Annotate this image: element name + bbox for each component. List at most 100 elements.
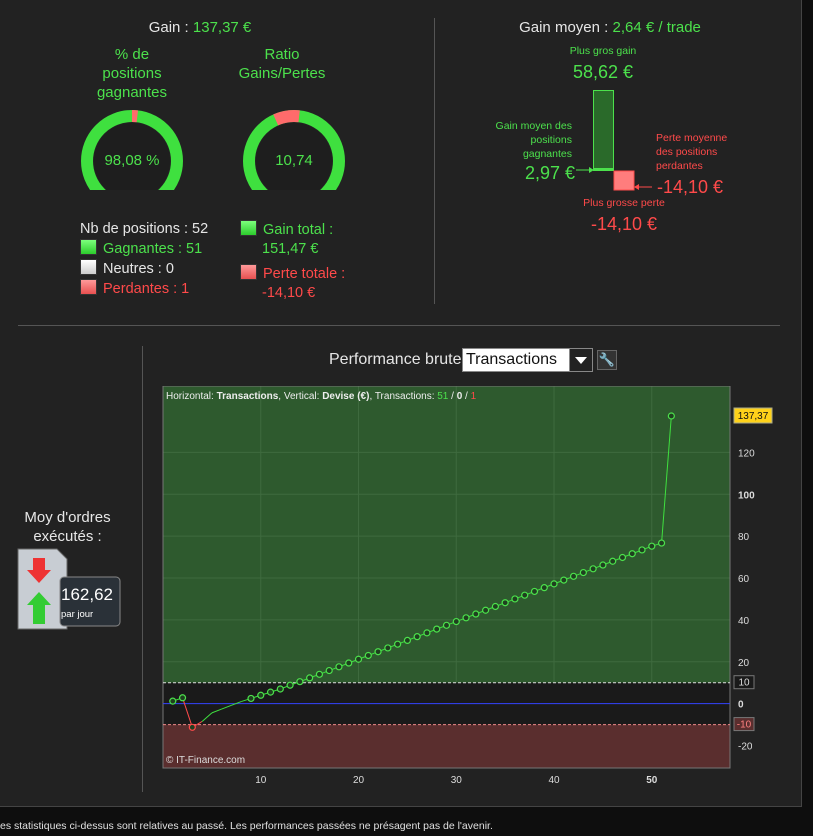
data-point [472, 610, 480, 618]
data-point [188, 723, 196, 731]
plot-frame [162, 386, 731, 769]
data-point [482, 606, 490, 614]
data-point [657, 539, 666, 547]
data-point [364, 651, 372, 660]
data-point [550, 580, 558, 588]
data-point [638, 546, 646, 554]
y-tick-label: 40 [738, 616, 750, 627]
data-point [374, 648, 382, 656]
series-segment [182, 697, 193, 728]
orders-title-line: exécutés : [33, 528, 102, 545]
chart-header: Horizontal: Transactions, Vertical: Devi… [166, 391, 477, 402]
chart-watermark: © IT-Finance.com [166, 755, 245, 766]
positions-losers: Perdantes : 1 [80, 279, 208, 299]
data-point [276, 685, 284, 693]
data-point [648, 542, 656, 550]
x-tick-label: 10 [255, 775, 267, 786]
chart-series [169, 412, 675, 731]
data-point [433, 625, 441, 633]
orders-title: Moy d'ordres exécutés : [10, 508, 125, 546]
data-point [325, 666, 333, 675]
total-gain-value: 151,47 € [262, 241, 319, 257]
data-point [384, 644, 392, 652]
footer-disclaimer: es statistiques ci-dessus sont relatives… [0, 820, 493, 832]
chevron-down-icon[interactable] [569, 349, 592, 371]
orders-unit: par jour [61, 609, 94, 620]
avg-loss-label-line: perdantes [656, 160, 703, 172]
positions-neutral: Neutres : 0 [80, 259, 208, 279]
data-point [286, 681, 294, 689]
data-point [169, 697, 177, 705]
avg-gain-summary: Gain moyen : 2,64 € / trade [500, 19, 720, 36]
last-value-box [733, 407, 773, 424]
plot-area-negative [163, 724, 730, 768]
x-tick-label: 50 [646, 775, 658, 786]
data-point [569, 572, 578, 580]
y-tick-label: 0 [738, 700, 744, 711]
positions-breakdown: Nb de positions : 52 Gagnantes : 51 Neut… [80, 220, 208, 299]
avg-gain-value: 2,64 € / trade [612, 19, 701, 36]
series-segment [221, 704, 232, 710]
data-point [403, 636, 411, 645]
avg-loss-label: Perte moyenne des positions perdantes [656, 131, 736, 173]
data-point [501, 599, 509, 607]
avg-win-value: 2,97 € [524, 163, 575, 183]
y-tick-label: -20 [738, 742, 753, 753]
threshold-label-box [733, 675, 755, 690]
win-rate-title-line: gagnantes [96, 84, 168, 101]
total-gain-label: Gain total : [263, 222, 334, 238]
positions-losers-label: Perdantes : 1 [103, 281, 190, 297]
avg-win-label-line: positions [530, 134, 572, 146]
x-tick-label: 30 [451, 775, 463, 786]
green-square-icon [80, 239, 97, 255]
data-point [530, 587, 539, 596]
biggest-gain-label: Plus gros gain [569, 45, 637, 57]
chart-ticks: 10 20 30 40 50 -20 0 20 40 60 80 100 120 10 -10 137,37 [255, 407, 773, 786]
biggest-gain-value: 58,62 € [572, 62, 634, 82]
total-loss-label: Perte totale : [263, 266, 346, 282]
avg-win-label-line: Gain moyen des [495, 120, 572, 132]
performance-chart: 10 20 30 40 50-2002040608010012010-10137,37 … [162, 386, 773, 786]
data-point [599, 561, 607, 569]
data-point [491, 602, 499, 611]
left-column-divider [142, 346, 143, 792]
gain-value: 137,37 € [192, 19, 252, 36]
total-loss-value: -14,10 € [262, 285, 316, 301]
wrench-icon[interactable]: 🔧 [597, 350, 617, 370]
data-point [589, 565, 597, 573]
gain-summary: Gain : 137,37 € [100, 19, 300, 36]
y-tick-label: 100 [738, 490, 755, 501]
win-rate-title: % de positions gagnantes [72, 45, 192, 102]
performance-title: Performance brute [329, 351, 462, 368]
data-point [345, 659, 353, 667]
data-point [579, 568, 587, 577]
biggest-loss-value: -14,10 € [590, 214, 658, 234]
performance-select[interactable]: Transactions [462, 348, 593, 372]
avg-loss-label-line: des positions [656, 146, 718, 158]
ratio-title-line: Ratio [264, 46, 300, 63]
white-square-icon [80, 259, 97, 275]
performance-select-value: Transactions [466, 351, 557, 368]
data-point [628, 550, 636, 558]
data-point [306, 674, 314, 682]
data-point [560, 576, 568, 584]
positions-neutral-label: Neutres : 0 [103, 261, 174, 277]
threshold-label: -10 [737, 720, 752, 731]
plot-area-positive [162, 386, 731, 714]
horizontal-divider [18, 325, 780, 326]
orders-icon [17, 548, 121, 630]
win-rate-value: 98,08 % [104, 152, 160, 169]
totals-breakdown: Gain total : 151,47 € Perte totale : -14… [240, 220, 345, 303]
data-point [511, 595, 519, 603]
y-tick-label: 80 [738, 532, 750, 543]
series-segment [201, 712, 213, 722]
y-tick-label: 20 [738, 658, 750, 669]
data-point [394, 640, 402, 648]
avg-gain-label: Gain moyen : [519, 19, 613, 36]
data-point [335, 663, 343, 671]
data-point [540, 584, 548, 592]
positions-winners: Gagnantes : 51 [80, 239, 208, 259]
avg-loss-label-line: Perte moyenne [656, 132, 728, 144]
series-segment [211, 708, 222, 714]
ratio-value: 10,74 [275, 152, 313, 169]
